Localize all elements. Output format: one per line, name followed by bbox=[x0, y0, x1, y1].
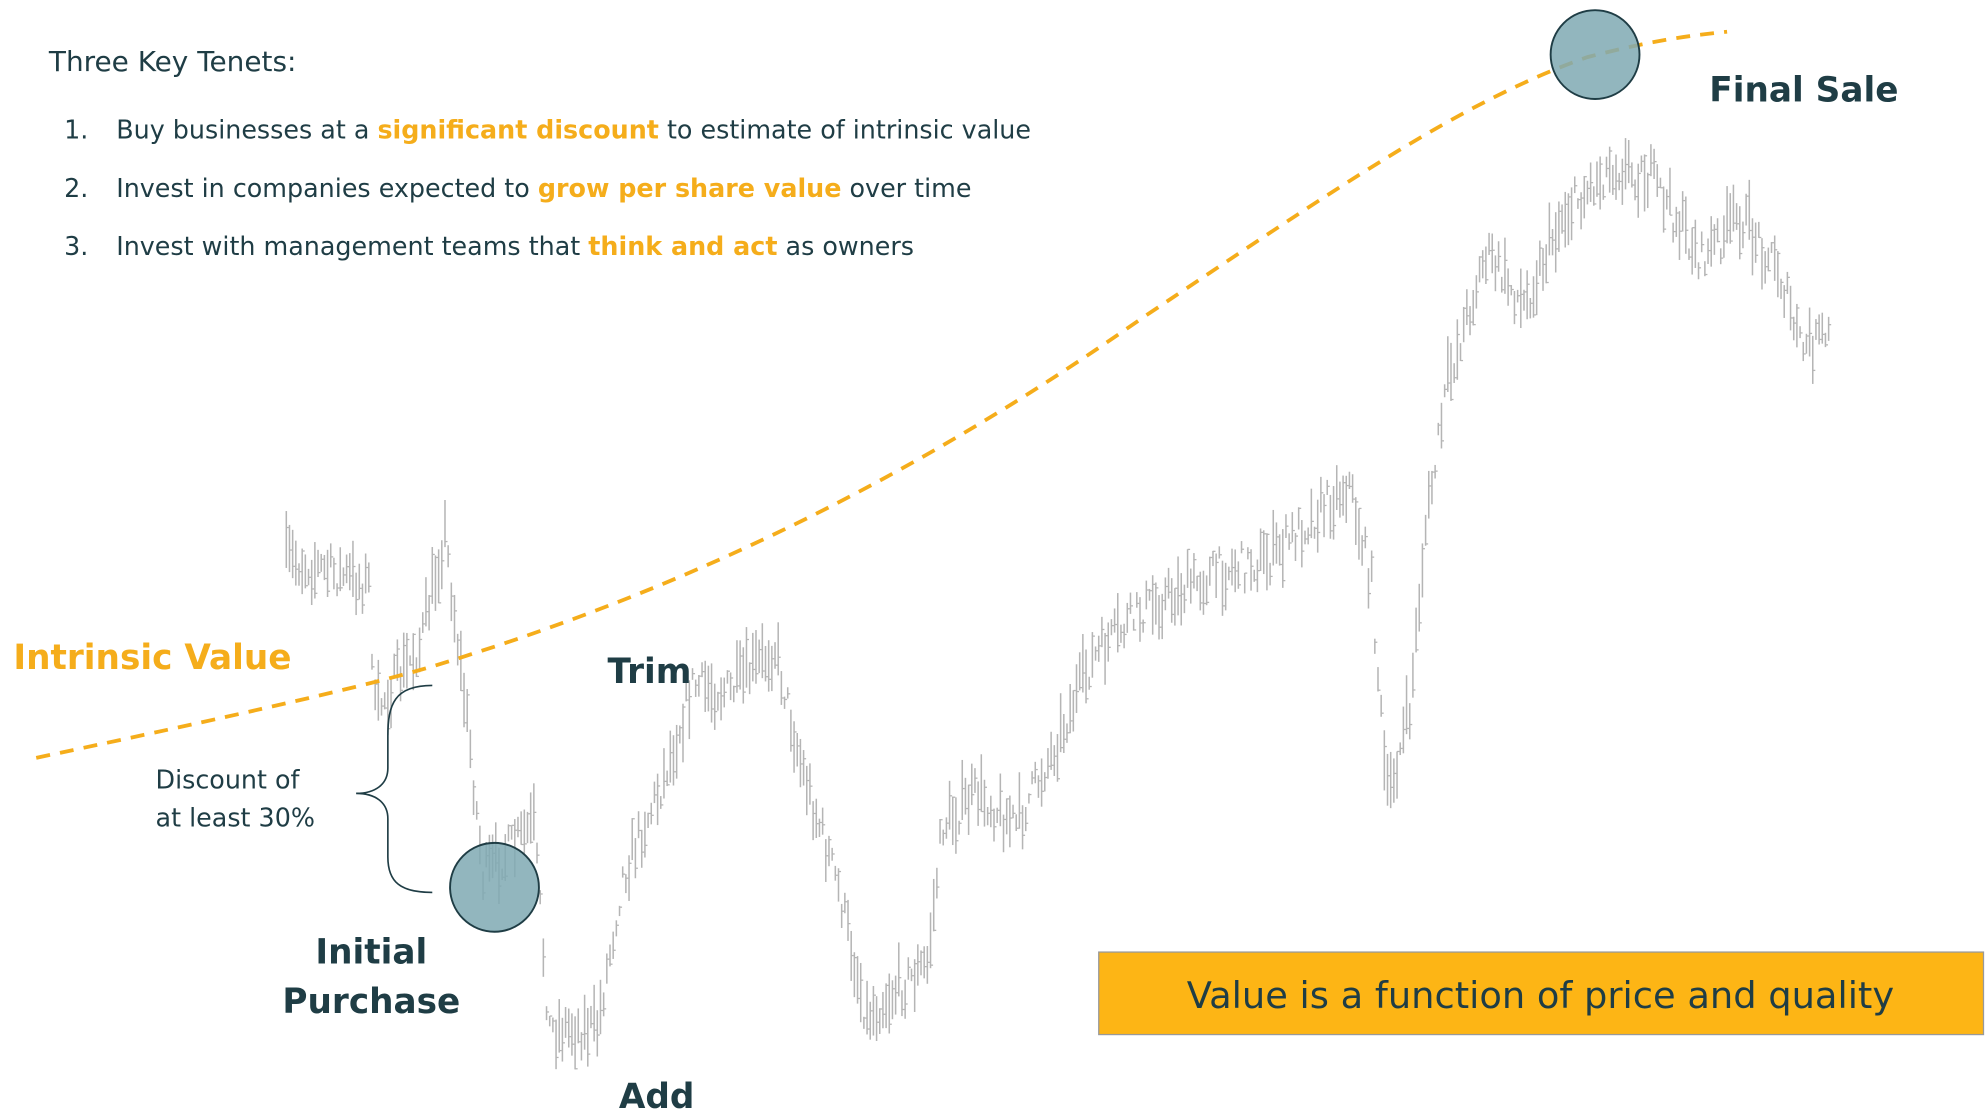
item-number: 1. bbox=[64, 114, 88, 144]
discount-label: Discount of bbox=[156, 764, 301, 794]
tenet-text: Buy businesses at a bbox=[116, 114, 377, 144]
intrinsic-value-curve bbox=[35, 29, 1728, 760]
item-number: 2. bbox=[64, 173, 88, 203]
callout-box bbox=[1098, 951, 1985, 1036]
purchase-circle bbox=[449, 841, 540, 933]
tenet-text: to estimate of intrinsic value bbox=[659, 114, 1031, 144]
tenet-highlight: grow per share value bbox=[538, 173, 842, 203]
tenet-highlight: think and act bbox=[588, 231, 777, 261]
tenets-heading: Three Key Tenets: bbox=[48, 45, 296, 78]
purchase-label: Purchase bbox=[282, 982, 460, 1022]
initial-label: Initial bbox=[315, 932, 427, 972]
trim-label: Trim bbox=[607, 652, 691, 692]
tenet-text: Invest with management teams that bbox=[116, 231, 588, 261]
tenet-item: Invest with management teams that think … bbox=[116, 231, 914, 261]
discount-brace bbox=[356, 684, 433, 894]
sale-circle bbox=[1549, 9, 1641, 100]
tenet-text: Invest in companies expected to bbox=[116, 173, 538, 203]
tenet-text: over time bbox=[841, 173, 971, 203]
item-number: 3. bbox=[64, 231, 88, 261]
add-label: Add bbox=[619, 1077, 695, 1112]
tenet-item: Buy businesses at a significant discount… bbox=[116, 114, 1031, 144]
tenet-item: Invest in companies expected to grow per… bbox=[116, 173, 971, 203]
discount-label: at least 30% bbox=[156, 802, 315, 832]
tenets-list: 1. Buy businesses at a significant discou… bbox=[64, 114, 1031, 261]
final-sale-label: Final Sale bbox=[1709, 71, 1898, 111]
intrinsic-value-label: Intrinsic Value bbox=[13, 638, 291, 678]
callout-text: Value is a function of price and quality bbox=[1187, 974, 1894, 1017]
tenet-highlight: significant discount bbox=[377, 114, 658, 144]
price-bars bbox=[285, 138, 1832, 1070]
tenet-text: as owners bbox=[777, 231, 914, 261]
